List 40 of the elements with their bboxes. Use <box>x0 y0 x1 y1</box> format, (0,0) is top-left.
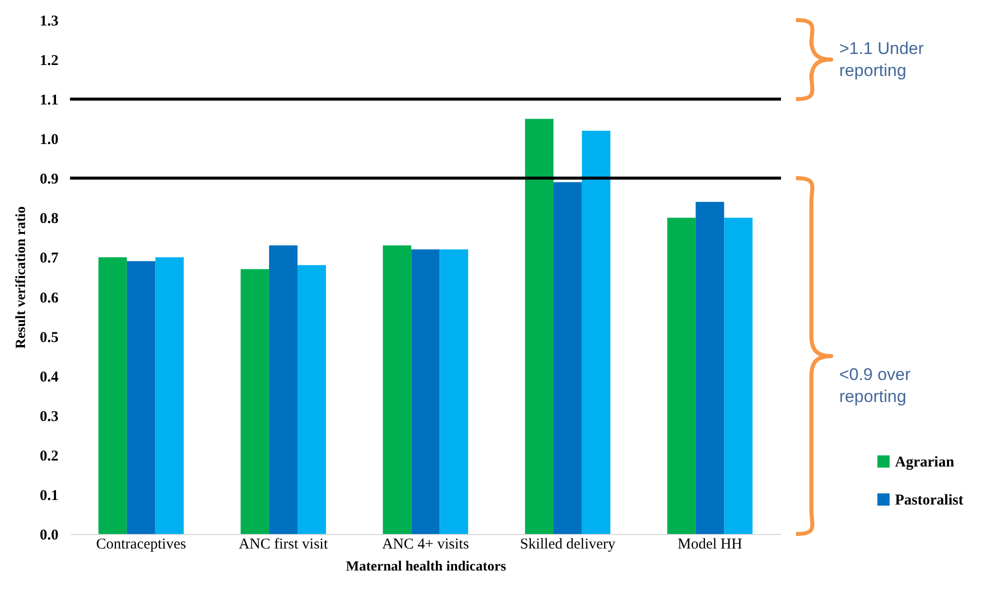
bar <box>98 257 127 534</box>
bar <box>240 269 270 534</box>
bar <box>155 257 184 534</box>
bar <box>696 202 724 534</box>
y-tick-label: 0.0 <box>40 528 58 544</box>
bar <box>525 118 554 534</box>
bar <box>553 182 582 534</box>
legend-label: Pastoralist <box>895 492 964 508</box>
bar <box>269 245 298 534</box>
bar <box>382 245 412 534</box>
bar <box>440 249 468 534</box>
y-axis-title: Result verification ratio <box>14 206 29 349</box>
y-tick-label: 0.6 <box>40 290 59 306</box>
x-tick-label: ANC 4+ visits <box>382 536 470 552</box>
y-tick-label: 1.3 <box>40 14 58 30</box>
y-tick-label: 0.5 <box>40 330 58 346</box>
x-tick-label: Skilled delivery <box>520 536 616 552</box>
bar <box>582 130 610 534</box>
x-tick-label: Contraceptives <box>96 536 186 552</box>
bar <box>724 218 753 534</box>
y-tick-label: 0.4 <box>40 369 59 386</box>
text: <0.9 over reporting <box>839 364 912 408</box>
text: >1.1 Under reporting <box>839 38 925 82</box>
bar <box>667 218 696 534</box>
y-tick-label: 0.9 <box>40 172 58 188</box>
legend-label: Agrarian <box>895 454 955 470</box>
y-tick-label: 1.0 <box>40 132 58 148</box>
x-axis-title: Maternal health indicators <box>346 560 507 574</box>
y-tick-label: 1.1 <box>40 92 58 109</box>
x-tick-label: Model HH <box>678 536 742 552</box>
y-tick-label: 0.8 <box>40 211 58 228</box>
y-tick-label: 1.2 <box>40 53 58 70</box>
y-tick-label: 0.7 <box>40 250 59 267</box>
x-tick-label: ANC first visit <box>238 536 329 552</box>
y-tick-label: 0.3 <box>40 408 58 425</box>
y-tick-label: 0.1 <box>40 488 58 504</box>
bar <box>126 261 156 534</box>
bar <box>411 249 440 534</box>
y-tick-label: 0.2 <box>40 448 58 464</box>
bar <box>298 265 326 534</box>
